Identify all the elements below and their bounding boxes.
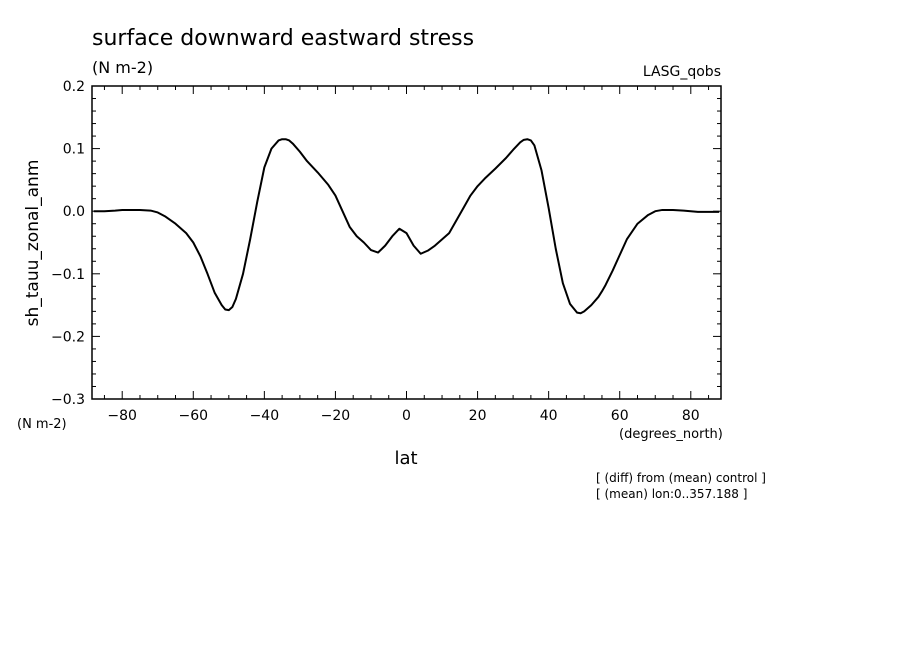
x-tick-label: 60 <box>611 408 629 424</box>
y-tick-label: −0.3 <box>51 392 85 408</box>
x-axis-tick-labels: −80 −60 −40 −20 0 20 40 60 80 <box>107 408 699 424</box>
x-tick-label: −40 <box>250 408 280 424</box>
x-tick-label: 0 <box>402 408 411 424</box>
x-tick-label: −20 <box>321 408 351 424</box>
chart-title: surface downward eastward stress <box>92 26 474 51</box>
x-axis-units: (degrees_north) <box>619 427 723 442</box>
chart-subtitle-units: (N m-2) <box>92 58 153 77</box>
y-tick-label: −0.2 <box>51 329 85 345</box>
y-axis-ticks <box>92 85 721 400</box>
y-tick-label: 0.1 <box>63 142 85 158</box>
x-axis-label: lat <box>394 448 417 469</box>
y-tick-label: 0.0 <box>63 204 85 220</box>
y-tick-label: 0.2 <box>63 79 85 95</box>
x-tick-label: 20 <box>469 408 487 424</box>
series-line <box>93 138 720 315</box>
y-axis-label: sh_tauu_zonal_anm <box>23 160 43 327</box>
x-axis-ticks <box>103 86 710 399</box>
y-axis-units: (N m-2) <box>17 417 67 432</box>
dataset-label: LASG_qobs <box>643 64 721 80</box>
x-tick-label: −80 <box>107 408 137 424</box>
plot-frame <box>91 85 722 400</box>
note-mean: [ (mean) lon:0..357.188 ] <box>596 487 747 501</box>
x-tick-label: 40 <box>540 408 558 424</box>
y-axis-tick-labels: −0.3 −0.2 −0.1 0.0 0.1 0.2 <box>51 79 85 408</box>
x-tick-label: 80 <box>682 408 700 424</box>
x-tick-label: −60 <box>179 408 209 424</box>
y-tick-label: −0.1 <box>51 267 85 283</box>
note-diff: [ (diff) from (mean) control ] <box>596 471 766 485</box>
